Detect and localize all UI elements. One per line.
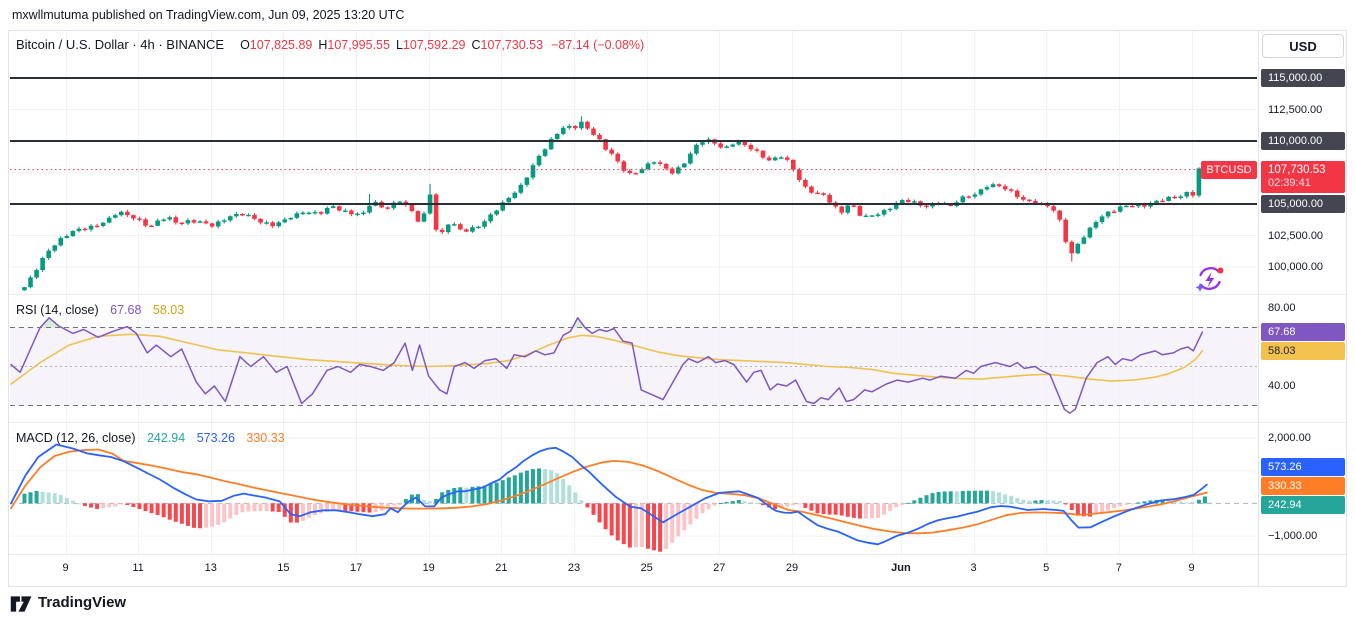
rsi-ma-value: 58.03 [152,303,185,317]
price-level-badge: 110,000.00 [1261,132,1345,150]
currency-toggle-button[interactable]: USD [1262,34,1344,58]
time-tick-label: 23 [567,562,581,574]
rsi-value-badge: 67.68 [1261,323,1345,341]
macd-signal-badge: 330.33 [1261,476,1345,495]
rsi-pane[interactable] [10,295,1257,422]
time-tick-label: 13 [204,562,217,574]
time-tick-label: Jun [891,562,911,574]
macd-legend: MACD (12, 26, close) 242.94 573.26 330.3… [16,431,285,445]
time-tick-label: 3 [970,562,977,574]
rsi-tick-label: 80.00 [1268,302,1296,315]
pane-separator[interactable] [9,422,1346,423]
ohlc-close-value: 107,730.53 [480,38,544,52]
rsi-tick-label: 40.00 [1268,380,1296,392]
time-tick-label: 25 [640,562,653,574]
price-tick-label: 100,000.00 [1268,261,1324,273]
price-axis-column[interactable]: 112,500.00102,500.00100,000.002,000.001,… [1258,31,1348,586]
macd-tick-label: −1,000.00 [1268,530,1318,543]
last-price-badge: 107,730.53 02:39:41 [1261,160,1345,193]
time-tick-label: 9 [62,562,69,574]
symbol-legend: Bitcoin / U.S. Dollar · 4h · BINANCE O107… [16,37,644,52]
time-tick-label: 27 [713,562,726,574]
footer-bar: TradingView [0,588,1355,618]
macd-hist-badge: 242.94 [1261,495,1345,514]
macd-line-value: 573.26 [196,431,235,445]
ohlc-close-label: C [471,38,481,52]
time-tick-label: 29 [785,562,799,574]
price-level-badge: 115,000.00 [1261,69,1345,87]
rsi-title[interactable]: RSI (14, close) [16,303,99,317]
price-pane[interactable] [10,31,1257,294]
chart-card: Bitcoin / U.S. Dollar · 4h · BINANCE O107… [8,30,1347,587]
pane-separator [9,554,1346,555]
ohlc-high-value: 107,995.55 [327,38,390,52]
rsi-ma-badge: 58.03 [1261,341,1345,360]
macd-signal-value: 330.33 [246,431,285,445]
time-tick-label: 7 [1115,562,1122,574]
time-tick-label: 17 [349,562,363,574]
symbol-price-flag: BTCUSD [1201,160,1257,179]
price-change: −87.14 (−0.08%) [551,38,645,52]
macd-hist-value: 242.94 [146,431,186,445]
time-tick-label: 5 [1043,562,1050,574]
ohlc-high-label: H [318,38,328,52]
ohlc-open-label: O [240,38,250,52]
flash-refresh-icon[interactable] [1194,263,1226,295]
pane-separator[interactable] [9,294,1346,295]
time-tick-label: 11 [132,562,144,574]
price-level-badge: 105,000.00 [1261,195,1345,213]
time-axis[interactable]: 9 11 13 15 17 19 21 23 25 27 29 Jun 3 5 7 9 [10,555,1257,586]
ohlc-low-value: 107,592.29 [402,38,466,52]
ohlc-open-value: 107,825.89 [249,38,313,52]
time-tick-label: 9 [1188,562,1195,574]
tradingview-brand[interactable]: TradingView [38,594,127,611]
attribution-text: mxwllmutuma published on TradingView.com… [12,8,405,22]
rsi-legend: RSI (14, close) 67.68 58.03 [16,303,184,317]
symbol-title[interactable]: Bitcoin / U.S. Dollar · 4h · BINANCE [16,37,225,52]
price-tick-label: 112,500.00 [1268,103,1323,116]
price-tick-label: 102,500.00 [1268,229,1324,242]
time-tick-label: 15 [277,562,290,574]
macd-title[interactable]: MACD (12, 26, close) [16,431,136,445]
ohlc-low-label: L [395,38,403,52]
time-tick-label: 21 [495,562,508,574]
macd-value-badge: 573.26 [1261,457,1345,476]
macd-tick-label: 2,000.00 [1268,432,1311,444]
rsi-value: 67.68 [110,303,142,317]
time-tick-label: 19 [422,562,435,574]
tradingview-logo-icon[interactable] [10,595,36,613]
macd-pane[interactable] [10,423,1257,554]
